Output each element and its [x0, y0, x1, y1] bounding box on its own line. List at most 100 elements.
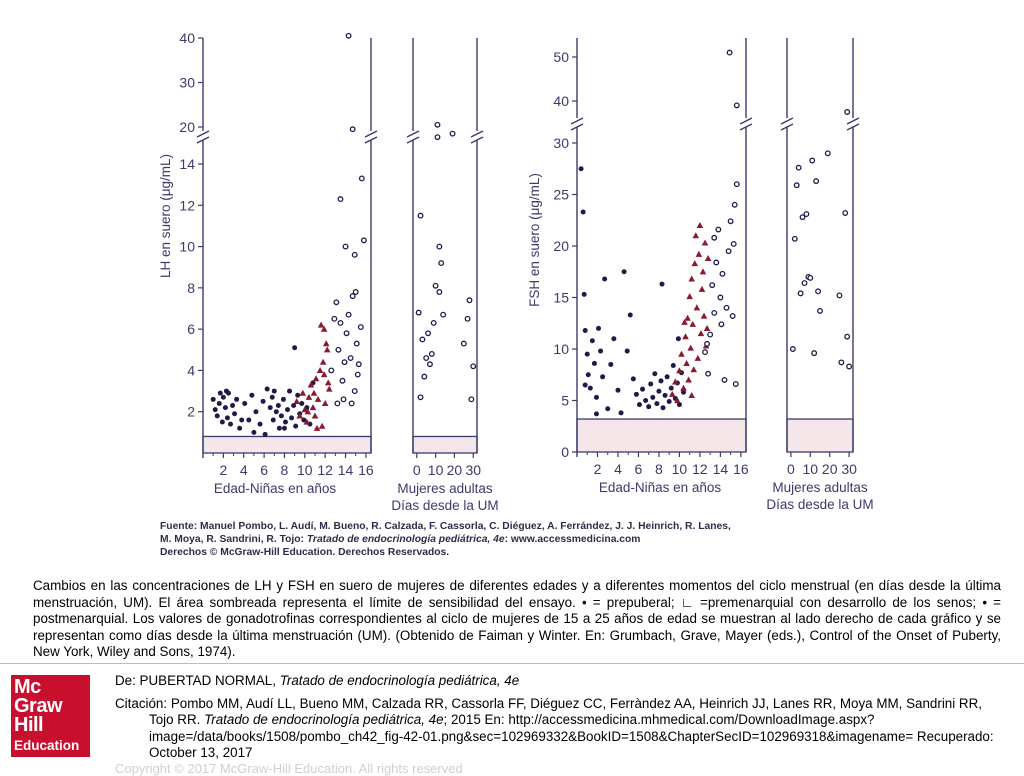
lh-age-dot-point — [282, 419, 288, 425]
lh-age-x-tick-label: 12 — [317, 462, 333, 478]
axis-break-mark — [570, 117, 584, 131]
lh-age-dot-point — [270, 417, 276, 423]
lh-age-circle-point — [349, 293, 356, 300]
fsh-age-triangle-point — [688, 275, 696, 282]
lh-age-dot-point — [292, 345, 298, 351]
fsh-age-triangle-point — [703, 325, 711, 331]
source-book-title: Tratado de endocrinología pediátrica, 4e — [306, 534, 505, 545]
fsh-age-dot-point — [605, 406, 611, 412]
lh-age-triangle-point — [310, 389, 318, 396]
fsh-age-circle-point — [729, 313, 736, 319]
lh-age-triangle-point — [312, 375, 320, 382]
fsh-age-triangle-point — [681, 318, 688, 325]
lh-adult-circle-point — [466, 297, 473, 304]
fsh-age-y-tick-label: 5 — [561, 393, 569, 409]
fsh-age-dot-point — [658, 378, 664, 384]
lh-age-triangle-point — [311, 412, 319, 419]
fsh-age-triangle-point — [700, 312, 708, 319]
fsh-adult-circle-point — [797, 290, 804, 297]
fsh-age-dot-point — [578, 166, 584, 172]
fsh-age-circle-point — [730, 240, 737, 247]
fsh-age-dot-point — [676, 402, 682, 408]
lh-age-circle-point — [328, 367, 335, 374]
lh-age-triangle-point — [317, 321, 325, 328]
lh-age-circle-point — [345, 32, 352, 39]
lh-age-circle-point — [334, 400, 341, 407]
source-line-1: Fuente: Manuel Pombo, L. Audí, M. Bueno,… — [160, 521, 731, 532]
lh-age-dot-point — [220, 394, 226, 400]
lh-age-y-tick-label: 30 — [179, 75, 195, 91]
lh-adult-x-tick-label: 20 — [447, 462, 463, 478]
lh-adult-x-tick-label: 0 — [413, 462, 421, 478]
lh-age-dot-point — [223, 388, 229, 394]
lh-age-circle-point — [342, 243, 349, 250]
lh-age-triangle-point — [299, 389, 307, 396]
source-line-3: Derechos © McGraw-Hill Education. Derech… — [160, 547, 450, 558]
lh-age-dot-point — [293, 423, 299, 429]
lh-age-triangle-point — [314, 395, 322, 402]
lh-age-dot-point — [234, 396, 240, 402]
fsh-adult-circle-point — [801, 280, 808, 287]
fsh-adult-circle-point — [807, 274, 814, 281]
fsh-age-dot-point — [633, 391, 639, 397]
lh-age-circle-point — [337, 196, 344, 203]
fsh-adult-x-tick-label: 20 — [822, 461, 838, 477]
lh-adult-circle-point — [430, 320, 437, 326]
lh-age-dot-point — [280, 396, 286, 402]
fsh-adult-circle-point — [789, 346, 796, 352]
fsh-adult-circle-point — [799, 214, 806, 221]
fsh-age-circle-point — [723, 304, 730, 311]
axis-break-mark — [846, 117, 860, 131]
fsh-age-dot-point — [581, 291, 587, 297]
lh-age-dot-point — [269, 394, 275, 400]
lh-adult-circle-point — [415, 309, 422, 316]
fsh-age-triangle-point — [699, 268, 707, 275]
fsh-age-x-tick-label: 6 — [635, 461, 643, 477]
lh-age-dot-point — [291, 403, 297, 409]
fsh-age-triangle-point — [693, 304, 701, 311]
fsh-age-triangle-point — [689, 320, 697, 327]
lh-adult-circle-point — [423, 355, 430, 361]
lh-age-x-axis-label: Edad-Niñas en años — [214, 481, 337, 496]
lh-adult-circle-point — [464, 315, 471, 322]
lh-age-dot-point — [230, 403, 236, 409]
lh-age-dot-point — [276, 425, 282, 431]
lh-age-dot-point — [264, 386, 270, 392]
lh-age-triangle-point — [307, 381, 315, 388]
fsh-age-dot-point — [660, 405, 666, 411]
fsh-age-dot-point — [593, 411, 599, 417]
lh-age-y-axis-label: LH en suero (μg/mL) — [158, 154, 173, 278]
lh-age-triangle-point — [320, 371, 328, 378]
lh-adult-circle-point — [470, 363, 477, 370]
citation-url[interactable]: ; 2015 En: http://accessmedicina.mhmedic… — [149, 712, 994, 760]
fsh-age-y-tick-label: 15 — [553, 290, 569, 306]
lh-adult-circle-point — [417, 394, 424, 401]
lh-age-dot-point — [275, 403, 281, 409]
fsh-age-triangle-point — [692, 232, 700, 239]
lh-adult-circle-point — [417, 212, 424, 219]
lh-age-circle-point — [357, 324, 364, 331]
fsh-age-x-tick-label: 8 — [655, 461, 663, 477]
lh-age-dot-point — [251, 429, 257, 435]
fsh-age-triangle-point — [685, 376, 692, 383]
lh-adult-circle-point — [426, 361, 433, 368]
reference-citation: Citación: Pombo MM, Audí LL, Bueno MM, C… — [115, 696, 1010, 762]
axis-break-mark — [406, 130, 420, 144]
fsh-age-triangle-point — [686, 293, 693, 300]
fsh-age-dot-point — [675, 336, 681, 342]
fsh-age-dot-point — [650, 394, 656, 400]
lh-age-circle-point — [343, 330, 350, 337]
citation-book: Tratado de endocrinología pediátrica, 4e — [204, 712, 444, 727]
fsh-adult-circle-point — [844, 333, 851, 340]
lh-age-dot-point — [257, 421, 263, 427]
lh-adult-circle-point — [425, 330, 432, 337]
fsh-age-dot-point — [664, 374, 670, 380]
fsh-adult-circle-point — [815, 288, 822, 295]
fsh-age-triangle-point — [698, 285, 706, 292]
lh-age-x-tick-label: 8 — [281, 462, 289, 478]
fsh-age-x-tick-label: 12 — [692, 461, 708, 477]
fsh-adult-circle-point — [846, 363, 853, 370]
lh-age-y-tick-label: 40 — [179, 30, 195, 46]
fsh-age-triangle-point — [694, 354, 702, 361]
axis-break-mark — [470, 130, 484, 144]
